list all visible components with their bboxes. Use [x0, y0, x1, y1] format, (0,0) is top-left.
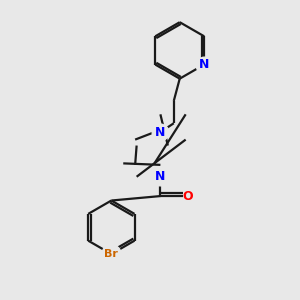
Text: N: N: [155, 126, 166, 139]
Text: O: O: [182, 190, 193, 202]
Text: N: N: [199, 58, 209, 71]
Text: N: N: [155, 170, 166, 183]
Text: Br: Br: [104, 249, 118, 259]
